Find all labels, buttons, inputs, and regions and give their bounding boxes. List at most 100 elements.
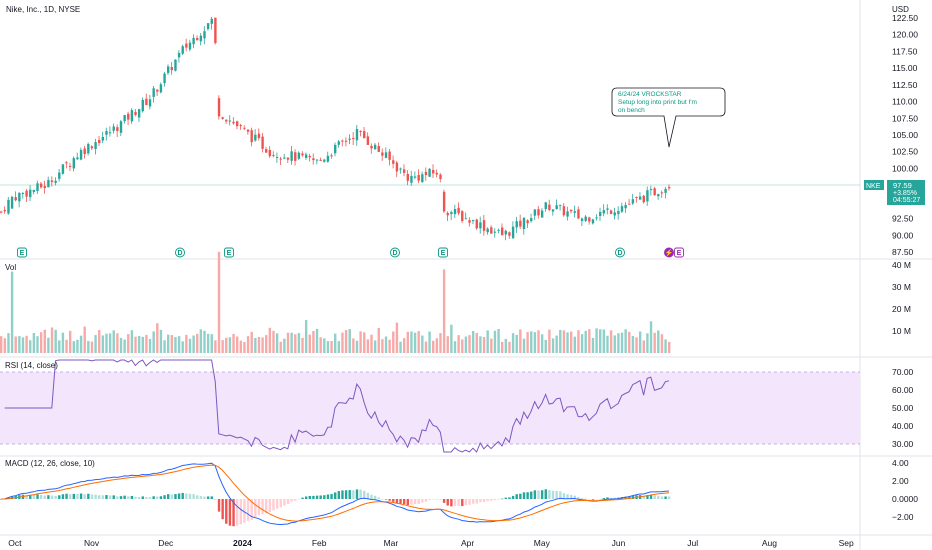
rsi-tick: 40.00: [892, 421, 914, 431]
macd-hist-bar: [334, 492, 337, 499]
volume-bar: [39, 332, 43, 353]
volume-bar: [413, 332, 417, 353]
candle-body: [471, 220, 475, 222]
candle-body: [457, 207, 460, 214]
candle-body: [497, 229, 500, 231]
candle-body: [141, 99, 144, 112]
candle-body: [609, 210, 613, 214]
time-axis: Oct Nov Dec 2024 Feb Mar Apr May Jun Jul Aug Sep: [8, 538, 854, 548]
candle-body: [450, 212, 453, 215]
candle-body: [341, 140, 344, 142]
rsi-tick: 30.00: [892, 439, 914, 449]
annotation-callout[interactable]: 6/24/24 VROCKSTAR Setup long into print …: [611, 87, 726, 148]
volume-bar: [555, 335, 558, 353]
candle-body: [297, 152, 301, 159]
candle-body: [210, 18, 213, 24]
time-tick: Oct: [8, 538, 22, 548]
volume-bar: [493, 330, 497, 353]
macd-hist-bar: [163, 495, 166, 499]
volume-bar: [435, 338, 439, 353]
macd-hist-bar: [217, 499, 221, 512]
volume-bar: [3, 338, 7, 353]
candle-body: [228, 120, 232, 122]
candle-body: [588, 217, 591, 222]
macd-hist-bar: [68, 494, 72, 499]
candle-body: [337, 141, 341, 145]
candle-body: [562, 206, 566, 216]
macd-hist-bar: [50, 495, 54, 499]
macd-hist-bar: [555, 490, 558, 499]
event-marker[interactable]: E: [17, 247, 27, 258]
event-marker[interactable]: ⚡: [664, 247, 674, 258]
macd-hist-bar: [642, 495, 645, 499]
volume-bar: [330, 340, 333, 353]
volume-bar: [290, 332, 293, 353]
volume-bar: [464, 336, 468, 353]
candle-body: [544, 202, 547, 209]
event-marker[interactable]: E: [674, 247, 684, 258]
event-marker[interactable]: E: [438, 247, 448, 258]
macd-hist-bar: [228, 499, 232, 526]
candle-body: [7, 199, 10, 214]
macd-hist-bar: [501, 498, 504, 500]
volume-bar: [268, 327, 272, 353]
event-marker[interactable]: D: [175, 247, 185, 258]
svg-text:D: D: [617, 250, 622, 257]
svg-text:E: E: [20, 250, 25, 257]
volume-bar: [384, 336, 388, 353]
macd-hist-bar: [119, 496, 123, 499]
volume-bar: [145, 334, 148, 353]
volume-bar: [308, 334, 311, 353]
macd-hist-bar: [265, 499, 268, 514]
macd-hist-bar: [301, 497, 304, 499]
candle-body: [439, 174, 442, 180]
macd-hist-bar: [58, 495, 61, 499]
candle-body: [599, 211, 602, 217]
macd-tick: −2.00: [892, 512, 914, 522]
macd-hist-bar: [210, 496, 213, 499]
macd-tick: 4.00: [892, 458, 909, 468]
volume-bar: [355, 340, 359, 353]
macd-hist-bar: [94, 494, 97, 499]
candle-body: [638, 196, 642, 200]
macd-hist-bar: [159, 496, 163, 499]
macd-hist-bar: [482, 499, 486, 502]
candle-body: [406, 173, 410, 181]
macd-hist-bar: [479, 499, 482, 503]
candle-body: [25, 190, 28, 197]
volume-bar: [602, 329, 606, 353]
candle-body: [54, 180, 57, 183]
candle-body: [348, 138, 351, 140]
macd-hist-bar: [377, 497, 380, 499]
event-marker[interactable]: E: [224, 247, 234, 258]
volume-bar: [210, 334, 213, 353]
macd-hist-bar: [493, 499, 497, 501]
macd-hist-bar: [446, 499, 449, 506]
macd-hist-bar: [127, 496, 130, 499]
price-axis: 122.50 120.00 117.50 115.00 112.50 110.00 107.…: [892, 13, 918, 257]
macd-hist-bar: [381, 498, 384, 500]
candle-body: [308, 155, 311, 158]
volume-bar: [29, 340, 32, 353]
macd-hist-bar: [39, 494, 43, 499]
macd-hist-bar: [25, 495, 28, 499]
macd-hist-bar: [246, 499, 250, 521]
volume-bar: [660, 334, 664, 353]
event-marker[interactable]: D: [390, 247, 400, 258]
candle-body: [577, 209, 580, 219]
macd-hist-bar: [548, 490, 551, 499]
candle-body: [83, 148, 86, 155]
candle-body: [384, 152, 388, 158]
candle-body: [559, 204, 562, 206]
candle-body: [569, 209, 573, 212]
macd-hist-bar: [185, 493, 188, 499]
macd-hist-bar: [359, 489, 362, 499]
macd-histogram: [0, 489, 671, 527]
volume-bar: [519, 329, 522, 353]
volume-bar: [344, 330, 348, 353]
macd-hist-bar: [87, 493, 90, 499]
event-marker[interactable]: D: [615, 247, 625, 258]
candle-body: [424, 171, 428, 176]
volume-bar: [185, 334, 188, 353]
